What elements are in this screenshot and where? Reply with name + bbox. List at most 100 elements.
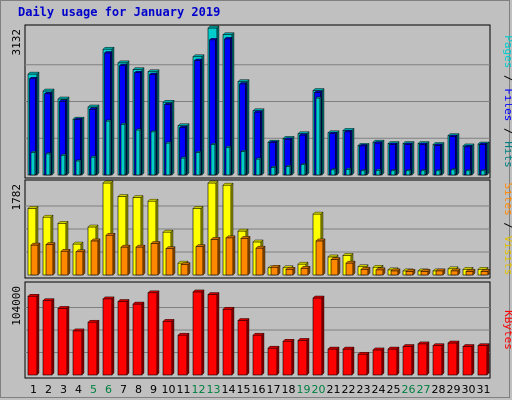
bar-pages-11-top bbox=[180, 156, 187, 159]
bar-sites-14 bbox=[225, 235, 236, 276]
bar-sites-7-face bbox=[120, 246, 129, 276]
bar-sites-16-face bbox=[255, 247, 264, 276]
bar-kbytes-2-side bbox=[51, 298, 55, 376]
x-tick-13: 13 bbox=[207, 383, 221, 396]
bar-kbytes-19-top bbox=[297, 338, 310, 341]
bar-kbytes-21-face bbox=[327, 348, 338, 376]
bar-files-22-top bbox=[344, 130, 353, 133]
bar-sites-3 bbox=[60, 248, 71, 276]
bar-kbytes-25-side bbox=[396, 346, 400, 376]
bar-visits-2-top bbox=[42, 214, 54, 218]
bar-sites-12-face bbox=[195, 246, 204, 276]
bar-kbytes-22-face bbox=[342, 348, 353, 376]
bar-pages-1-side bbox=[34, 150, 37, 176]
bar-sites-15 bbox=[240, 235, 251, 276]
bar-sites-31 bbox=[480, 268, 491, 276]
bar-visits-30-top bbox=[462, 267, 474, 270]
bar-pages-17-side bbox=[274, 165, 277, 176]
x-tick-10: 10 bbox=[162, 383, 176, 396]
bar-kbytes-20-face bbox=[312, 297, 323, 376]
bar-pages-3-top bbox=[60, 153, 67, 156]
bar-kbytes-15-face bbox=[237, 320, 248, 376]
bar-sites-10-top bbox=[165, 246, 176, 249]
bar-pages-13 bbox=[210, 142, 217, 176]
bar-sites-30-face bbox=[465, 271, 474, 276]
bar-visits-20-top bbox=[312, 211, 324, 215]
bar-pages-30 bbox=[465, 169, 472, 176]
bar-visits-1-top bbox=[27, 206, 39, 209]
bar-sites-3-face bbox=[60, 250, 69, 276]
bar-pages-26 bbox=[405, 169, 412, 176]
bar-sites-29-top bbox=[450, 268, 461, 272]
bar-kbytes-5-top bbox=[87, 320, 100, 323]
bar-pages-26-top bbox=[405, 169, 412, 171]
bar-kbytes-26-top bbox=[402, 344, 415, 347]
bar-pages-1-face bbox=[30, 152, 36, 176]
bar-pages-14 bbox=[225, 145, 232, 176]
bar-files-19-top bbox=[299, 133, 308, 136]
bar-pages-9-top bbox=[150, 130, 157, 133]
bar-pages-31 bbox=[480, 169, 487, 176]
bar-visits-21-top bbox=[327, 254, 339, 258]
bar-sites-11-top bbox=[180, 262, 191, 265]
bar-pages-4-top bbox=[75, 159, 82, 162]
bar-kbytes-11-face bbox=[177, 334, 188, 376]
bar-pages-19-face bbox=[300, 164, 306, 176]
bar-kbytes-12-side bbox=[201, 289, 205, 376]
bar-hits-14-side bbox=[231, 32, 235, 176]
bar-kbytes-26 bbox=[402, 343, 415, 376]
bar-sites-11-face bbox=[180, 264, 189, 276]
bar-files-11-top bbox=[179, 125, 188, 128]
bar-pages-18 bbox=[285, 164, 292, 176]
bar-kbytes-22-side bbox=[351, 346, 355, 376]
bar-visits-22-top bbox=[342, 253, 354, 256]
bar-sites-22-face bbox=[345, 262, 354, 276]
y-max-label: 104000 bbox=[10, 286, 23, 326]
bar-kbytes-2-face bbox=[42, 300, 53, 376]
bar-pages-18-top bbox=[285, 165, 292, 167]
legend-separator: / bbox=[502, 216, 512, 236]
bar-kbytes-2-top bbox=[42, 298, 55, 301]
bar-pages-10-face bbox=[165, 142, 171, 176]
bar-sites-1-side bbox=[37, 242, 41, 276]
bar-visits-8-top bbox=[132, 195, 144, 198]
x-tick-20: 20 bbox=[312, 383, 326, 396]
bar-sites-23 bbox=[360, 266, 371, 276]
bar-sites-28-top bbox=[435, 268, 446, 272]
bar-kbytes-13-face bbox=[207, 294, 218, 376]
bar-visits-15-top bbox=[237, 228, 249, 232]
bar-kbytes-24 bbox=[372, 347, 385, 376]
bar-hits-5-side bbox=[96, 104, 100, 176]
bar-kbytes-14-top bbox=[222, 307, 235, 310]
x-tick-4: 4 bbox=[75, 383, 82, 396]
bar-files-1-top bbox=[29, 77, 38, 79]
bar-hits-6-side bbox=[111, 46, 115, 176]
bar-pages-30-face bbox=[465, 170, 471, 176]
bar-pages-10-top bbox=[165, 141, 172, 144]
x-tick-29: 29 bbox=[447, 383, 461, 396]
x-tick-31: 31 bbox=[477, 383, 491, 396]
bar-pages-31-face bbox=[480, 170, 486, 176]
bar-kbytes-7-face bbox=[117, 301, 128, 376]
bar-pages-4-face bbox=[75, 160, 81, 176]
bar-kbytes-4-face bbox=[72, 330, 83, 376]
bar-kbytes-16-top bbox=[252, 332, 265, 336]
bar-kbytes-17-side bbox=[276, 345, 280, 376]
bar-visits-10-top bbox=[162, 229, 174, 233]
bar-hits-7-side bbox=[126, 60, 130, 176]
bar-hits-27-side bbox=[426, 141, 430, 176]
bar-sites-8-face bbox=[135, 246, 144, 276]
bar-sites-1-face bbox=[30, 244, 39, 276]
bar-sites-6-top bbox=[105, 233, 116, 236]
bar-sites-25-top bbox=[390, 268, 401, 272]
x-tick-30: 30 bbox=[462, 383, 476, 396]
bar-pages-5-top bbox=[90, 155, 97, 158]
bar-sites-28 bbox=[435, 268, 446, 276]
bar-kbytes-28-side bbox=[441, 343, 445, 376]
bar-sites-17-top bbox=[270, 265, 281, 268]
bar-sites-13 bbox=[210, 236, 221, 276]
x-tick-27: 27 bbox=[417, 383, 431, 396]
bar-hits-18-side bbox=[291, 135, 295, 176]
bar-sites-4-side bbox=[82, 249, 86, 276]
bar-files-7-top bbox=[119, 63, 128, 66]
